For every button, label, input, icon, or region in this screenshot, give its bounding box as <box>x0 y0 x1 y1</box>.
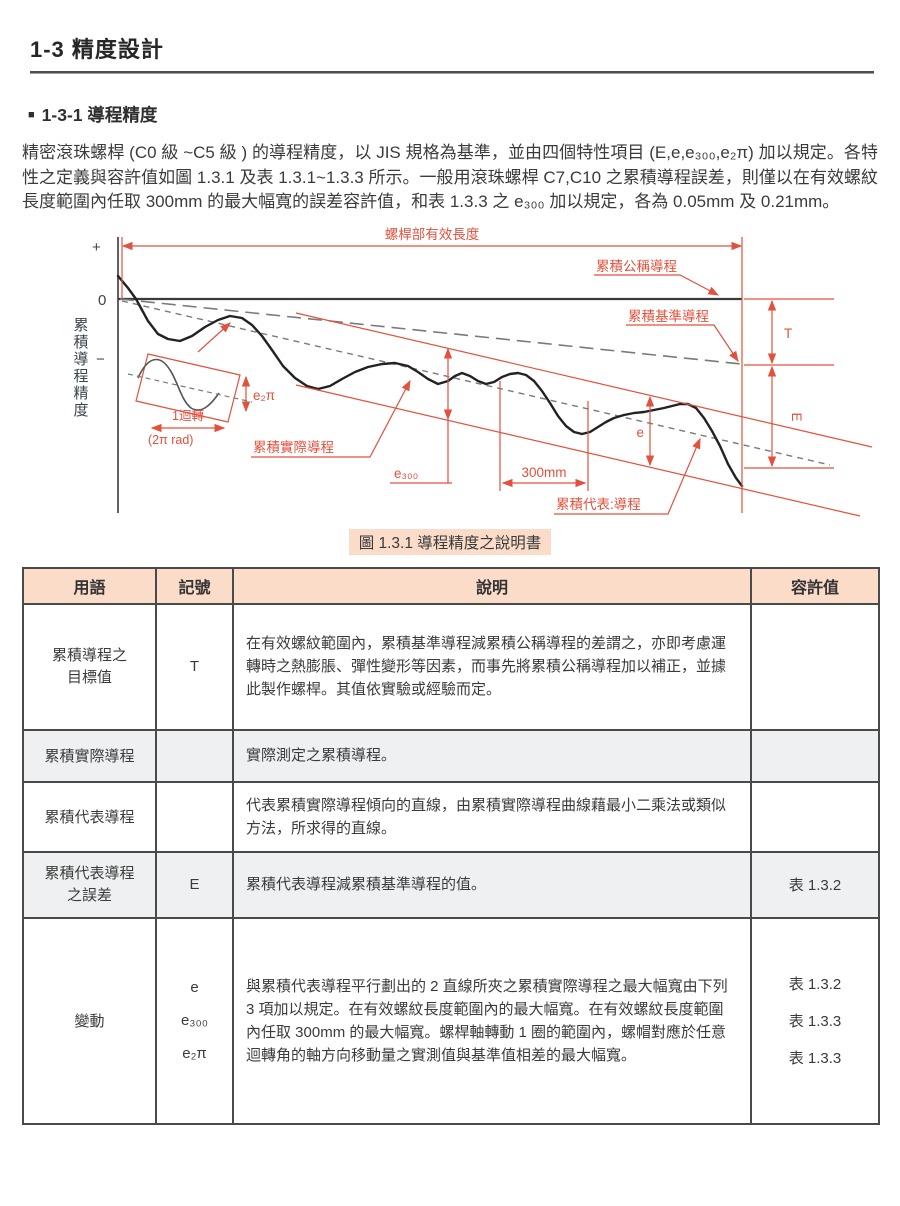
axis-plus-label: + <box>92 239 101 256</box>
allowable-value-item: 表 1.3.2 <box>788 976 842 993</box>
nominal-lead-label: 累積公稱導程 <box>596 259 677 274</box>
header-allowable-value: 容許值 <box>750 566 880 605</box>
symbol-e2pi: e₂π <box>182 1045 207 1062</box>
one-rotation-label: 1迴轉 <box>172 408 204 423</box>
symbol-cell: T <box>155 602 234 731</box>
figure-caption: 圖 1.3.1 導程精度之說明書 <box>348 528 552 555</box>
allowable-value-cell: 表 1.3.2 表 1.3.3 表 1.3.3 <box>750 916 880 1125</box>
symbol-stack: e e₃₀₀ e₂π <box>158 979 231 1062</box>
actual-lead-curve <box>116 274 744 487</box>
symbol-e300: e₃₀₀ <box>181 1012 208 1029</box>
inset-centerline <box>127 372 253 403</box>
axis-lines <box>117 236 742 513</box>
terminology-table: 用語 記號 說明 容許值 累積導程之目標值 T 在有效螺紋範圍內，累積基準導程減… <box>22 566 880 1125</box>
description-cell: 代表累積實際導程傾向的直線，由累積實際導程曲線藉最小二乘法或類似方法，所求得的直… <box>232 780 752 853</box>
E-label: E <box>789 412 804 421</box>
term-cell: 累積代表導程 <box>22 780 157 853</box>
representative-lead-leader <box>554 437 701 515</box>
inset-leader <box>197 321 231 352</box>
T-label: T <box>784 326 792 341</box>
symbol-cell: E <box>155 850 234 919</box>
representative-lead-label: 累積代表:導程 <box>556 497 641 512</box>
one-rotation-inset-box <box>135 352 241 423</box>
table-row: 累積導程之目標值 T 在有效螺紋範圍內，累積基準導程減累積公稱導程的差謂之，亦即… <box>22 602 880 731</box>
header-description: 說明 <box>232 566 752 605</box>
actual-lead-label: 累積實際導程 <box>253 439 334 455</box>
e2pi-label: e₂π <box>253 388 275 403</box>
term-cell: 累積導程之目標值 <box>22 602 157 731</box>
term-cell: 變動 <box>22 916 157 1125</box>
reference-lead-label: 累積基準導程 <box>628 308 709 324</box>
allowable-value-cell <box>750 728 880 783</box>
term-text: 累積導程之目標值 <box>51 646 127 686</box>
allowable-value-cell <box>750 602 880 731</box>
lead-accuracy-diagram: + 0 − 累積導程精度 <box>72 227 873 517</box>
title-rule <box>30 71 874 74</box>
description-cell: 與累積代表導程平行劃出的 2 直線所夾之累積實際導程之最大幅寬由下列 3 項加以… <box>232 916 752 1125</box>
nominal-lead-leader <box>594 273 720 296</box>
axis-zero-label: 0 <box>98 292 106 309</box>
variation-band-lower <box>295 383 861 517</box>
header-term: 用語 <box>22 566 157 605</box>
axis-minus-label: − <box>96 351 105 368</box>
symbol-e: e <box>190 979 199 996</box>
symbol-cell <box>155 728 234 783</box>
effective-length-label: 螺桿部有效長度 <box>385 227 480 242</box>
annotation-lines <box>121 236 873 517</box>
allowable-value-item: 表 1.3.3 <box>788 1013 842 1030</box>
symbol-cell <box>155 780 234 853</box>
symbol-cell: e e₃₀₀ e₂π <box>155 916 234 1125</box>
table-header-row: 用語 記號 說明 容許值 <box>22 566 880 605</box>
term-text: 累積代表導程之誤差 <box>44 864 135 904</box>
e300-label: e₃₀₀ <box>394 466 418 481</box>
table-row: 累積代表導程之誤差 E 累積代表導程減累積基準導程的值。 表 1.3.2 <box>22 850 880 919</box>
subsection-title: ■ 1-3-1 導程精度 <box>28 102 900 127</box>
page-title: 1-3 精度設計 <box>30 37 164 62</box>
table-row: 累積代表導程 代表累積實際導程傾向的直線，由累積實際導程曲線藉最小二乘法或類似方… <box>22 780 880 853</box>
intro-paragraph: 精密滾珠螺桿 (C0 級 ~C5 級 ) 的導程精度，以 JIS 規格為基準，並… <box>22 143 878 211</box>
figure-caption-row: 圖 1.3.1 導程精度之說明書 <box>0 528 900 555</box>
one-rotation-rad-label: (2π rad) <box>148 433 193 447</box>
actual-lead-leader <box>251 379 411 458</box>
subsection-title-text: 1-3-1 導程精度 <box>41 105 158 125</box>
allowable-value-stack: 表 1.3.2 表 1.3.3 表 1.3.3 <box>753 973 877 1068</box>
allowable-value-cell <box>750 780 880 853</box>
description-cell: 累積代表導程減累積基準導程的值。 <box>232 850 752 919</box>
header-symbol: 記號 <box>155 566 234 605</box>
table-row: 變動 e e₃₀₀ e₂π 與累積代表導程平行劃出的 2 直線所夾之累積實際導程… <box>22 916 880 1125</box>
term-cell: 累積代表導程之誤差 <box>22 850 157 919</box>
representative-lead-dashed-line <box>121 299 831 466</box>
allowable-value-cell: 表 1.3.2 <box>750 850 880 919</box>
square-bullet-icon: ■ <box>28 109 35 121</box>
lead-accuracy-figure: + 0 − 累積導程精度 <box>0 221 900 555</box>
allowable-value-item: 表 1.3.3 <box>788 1050 842 1067</box>
axis-title: 累積導程精度 <box>72 317 89 419</box>
inset-wave-curve <box>137 358 220 411</box>
table-row: 累積實際導程 實際測定之累積導程。 <box>22 728 880 783</box>
dim-300mm-label: 300mm <box>521 465 566 480</box>
e-label: e <box>636 425 644 440</box>
description-cell: 在有效螺紋範圍內，累積基準導程減累積公稱導程的差謂之，亦即考慮運轉時之熱膨脹、彈… <box>232 602 752 731</box>
description-cell: 實際測定之累積導程。 <box>232 728 752 783</box>
term-cell: 累積實際導程 <box>22 728 157 783</box>
reference-lead-leader <box>626 323 739 362</box>
